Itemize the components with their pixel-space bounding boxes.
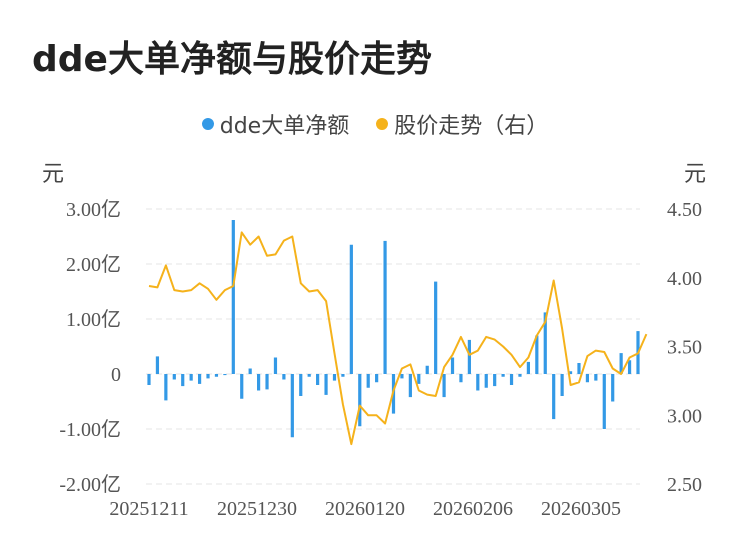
dde-bar — [400, 374, 404, 379]
dde-bar — [467, 339, 471, 374]
dde-bar — [155, 356, 160, 374]
dde-bar — [602, 374, 606, 429]
dde-bar — [509, 374, 514, 385]
dde-bar — [594, 374, 598, 381]
dde-bar — [172, 374, 176, 380]
dde-bar — [526, 361, 530, 374]
dde-bar — [627, 360, 632, 374]
left-tick-label: -1.00亿 — [59, 418, 121, 441]
dde-bar — [189, 374, 193, 381]
dde-bar — [257, 374, 261, 391]
dde-bar — [240, 374, 244, 399]
dde-bar — [375, 374, 379, 383]
left-tick-label: 3.00亿 — [66, 198, 121, 221]
dde-bar — [282, 374, 286, 380]
x-tick-label: 20260206 — [433, 498, 513, 520]
dde-bar — [197, 374, 202, 384]
legend: dde大单净额 股价走势（右） — [0, 108, 750, 140]
legend-label-price: 股价走势（右） — [394, 114, 549, 139]
dde-bar — [164, 374, 168, 401]
dde-bar — [560, 374, 564, 396]
dde-bar — [408, 374, 412, 398]
dde-bar — [611, 374, 615, 402]
left-axis-unit: 元 — [42, 162, 65, 187]
dde-bar — [307, 374, 311, 377]
dde-bar — [619, 353, 623, 374]
dde-bar — [552, 374, 556, 420]
dde-bar — [577, 363, 581, 374]
legend-item-dde[interactable]: dde大单净额 — [201, 108, 350, 140]
left-tick-label: 2.00亿 — [66, 253, 121, 276]
dde-bar — [484, 374, 488, 388]
left-tick-label: 1.00亿 — [66, 308, 121, 331]
dde-bar — [299, 374, 303, 396]
legend-dot-dde — [201, 118, 214, 130]
dde-bar — [434, 281, 438, 374]
dde-bar — [265, 374, 269, 390]
dde-bar — [206, 374, 210, 379]
dde-bar — [290, 374, 294, 438]
right-axis-unit: 元 — [684, 162, 707, 187]
dde-bar — [442, 374, 446, 398]
dde-bar — [273, 357, 278, 374]
right-tick-label: 3.50 — [667, 337, 702, 359]
dde-bar — [341, 374, 345, 377]
dde-bar — [568, 371, 573, 374]
dde-bar — [425, 365, 429, 374]
right-tick-label: 4.50 — [667, 199, 702, 221]
legend-item-price[interactable]: 股价走势（右） — [376, 108, 548, 140]
x-tick-label: 20260120 — [325, 498, 405, 520]
dde-bar — [543, 312, 547, 374]
x-tick-label: 20251230 — [217, 498, 297, 520]
dde-bar — [332, 374, 337, 381]
dde-bar — [383, 240, 387, 374]
chart-title: dde大单净额与股价走势 — [32, 39, 432, 80]
dde-bar — [358, 374, 362, 427]
dde-bar — [316, 374, 320, 385]
dde-bar — [450, 357, 455, 374]
dde-bar — [349, 244, 353, 374]
x-tick-label: 20260305 — [541, 498, 621, 520]
left-tick-label: -2.00亿 — [59, 473, 121, 496]
right-tick-label: 3.00 — [667, 405, 702, 427]
dde-bar — [535, 335, 539, 374]
dde-bar — [585, 374, 590, 383]
dde-bar — [248, 368, 252, 374]
dde-bar — [518, 374, 522, 377]
right-tick-label: 4.00 — [667, 268, 702, 290]
dde-bar — [476, 374, 480, 391]
left-tick-label: 0 — [111, 364, 121, 386]
dde-bar — [493, 374, 497, 387]
dde-bar — [231, 220, 235, 374]
dde-bar — [417, 374, 421, 384]
dde-bar — [223, 374, 227, 376]
price-line — [148, 231, 648, 446]
legend-label-dde: dde大单净额 — [219, 114, 350, 139]
dde-bar — [147, 374, 151, 385]
dde-bar — [459, 374, 463, 383]
x-tick-label: 20251211 — [109, 498, 188, 520]
right-tick-label: 2.50 — [667, 474, 702, 496]
dde-bar — [324, 374, 328, 395]
dde-bar — [214, 374, 219, 377]
dde-bar — [366, 374, 370, 388]
dde-bar — [501, 374, 505, 377]
legend-dot-price — [376, 118, 389, 130]
dde-bar — [181, 374, 185, 387]
